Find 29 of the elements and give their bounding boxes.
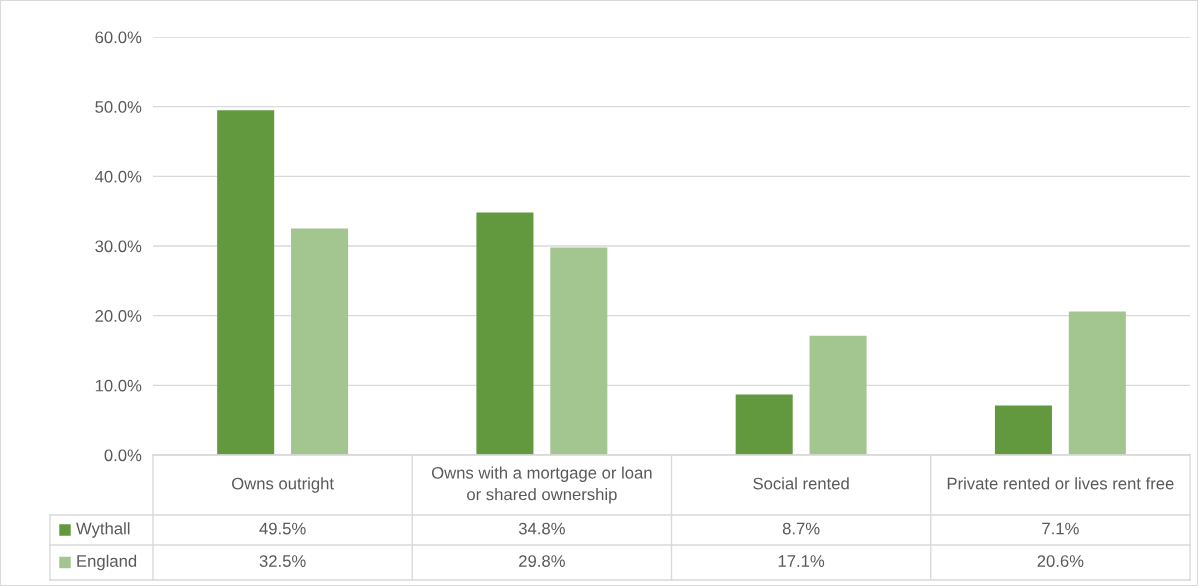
- y-tick-label: 40.0%: [95, 170, 142, 183]
- x-tick-label: Owns outright: [232, 477, 334, 493]
- y-tick-label: 20.0%: [95, 310, 142, 322]
- bar: [217, 110, 275, 455]
- data-label: 17.1%: [778, 555, 825, 567]
- bar: [1068, 311, 1126, 455]
- y-tick-label: 10.0%: [95, 379, 142, 392]
- data-label: 29.8%: [519, 555, 565, 567]
- data-label: 32.5%: [259, 555, 306, 567]
- data-label: 20.6%: [1037, 555, 1084, 567]
- x-tick-label: Social rented: [753, 477, 849, 490]
- y-tick-label: 60.0%: [95, 31, 142, 44]
- y-tick-label: 0.0%: [104, 449, 142, 462]
- bar: [809, 335, 867, 455]
- data-label: 49.5%: [259, 522, 306, 535]
- bar: [994, 405, 1052, 455]
- bar: [476, 212, 534, 455]
- data-label: 34.8%: [518, 522, 565, 535]
- y-tick-label: 30.0%: [95, 240, 142, 253]
- legend-label: England: [77, 554, 137, 571]
- bar: [291, 228, 349, 455]
- data-label: 8.7%: [782, 522, 820, 535]
- bar: [550, 247, 608, 455]
- legend-label: Wythall: [76, 522, 130, 538]
- x-tick-label: Private rented or lives rent free: [947, 477, 1174, 490]
- y-tick-label: 50.0%: [95, 101, 142, 113]
- bar: [735, 394, 793, 455]
- x-tick-label: Owns with a mortgage or loan or shared ownership: [431, 466, 652, 504]
- data-label: 7.1%: [1042, 522, 1079, 535]
